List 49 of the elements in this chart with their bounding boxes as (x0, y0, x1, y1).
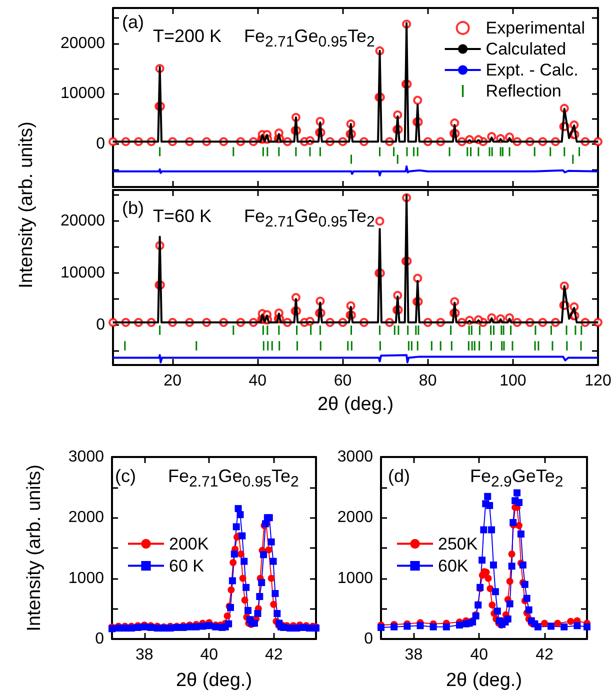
x-tick-label: 38 (135, 646, 154, 664)
y-tick-label: 1000 (337, 570, 374, 587)
annotation: T=200 K (153, 26, 222, 47)
legend-label: 200K (169, 534, 210, 554)
y-axis-title: Intensity (arb. units) (16, 122, 38, 288)
annotation: (a) (122, 12, 144, 33)
y-axis-title: Intensity (arb. units) (24, 464, 45, 632)
x-tick-label: 40 (470, 646, 488, 664)
x-tick-label: 80 (418, 372, 437, 390)
y-tick-label: 0 (364, 630, 374, 648)
y-tick-label: 0 (96, 316, 106, 334)
legend-label: 60K (438, 556, 469, 576)
y-tick-label: 10000 (60, 85, 106, 102)
legend-label: 250K (438, 534, 478, 554)
y-tick-label: 2000 (337, 509, 374, 526)
x-tick-label: 42 (536, 646, 554, 664)
y-tick-label: 0 (96, 136, 106, 153)
annotation: (d) (388, 466, 410, 487)
x-axis-title: 2θ (deg.) (446, 670, 522, 691)
x-tick-label: 120 (584, 372, 612, 390)
annotation: Fe$_{2.9}$GeTe$_{2}$ (470, 466, 564, 492)
y-tick-label: 1000 (68, 570, 104, 587)
y-tick-label: 2000 (68, 509, 104, 526)
annotation: (c) (115, 466, 136, 487)
x-tick-label: 40 (200, 646, 218, 664)
legend-label: Expt. - Calc. (486, 60, 578, 80)
y-tick-label: 3000 (68, 448, 104, 466)
x-axis-title: 2θ (deg.) (317, 394, 394, 415)
x-tick-label: 40 (248, 372, 267, 390)
x-tick-label: 38 (404, 646, 423, 664)
x-axis-title: 2θ (deg.) (176, 670, 252, 691)
annotation: Fe$_{2.71}$Ge$_{0.95}$Te$_{2}$ (244, 206, 375, 232)
x-tick-label: 60 (334, 372, 352, 390)
y-tick-label: 20000 (60, 34, 106, 52)
legend-label: Reflection (486, 82, 562, 100)
y-tick-label: 3000 (337, 448, 374, 466)
annotation: T=60 K (153, 206, 212, 227)
annotation: Fe$_{2.71}$Ge$_{0.95}$Te$_{2}$ (168, 466, 299, 492)
y-tick-label: 10000 (60, 264, 106, 282)
y-tick-label: 20000 (60, 212, 106, 230)
annotation: Fe$_{2.71}$Ge$_{0.95}$Te$_{2}$ (244, 26, 375, 52)
legend-label: Calculated (486, 40, 566, 58)
legend-label: 60 K (169, 556, 205, 576)
x-tick-label: 42 (265, 646, 283, 664)
legend-label: Experimental (486, 18, 586, 38)
y-tick-label: 0 (95, 630, 104, 648)
x-tick-label: 100 (500, 372, 526, 390)
annotation: (b) (122, 198, 144, 219)
x-tick-label: 20 (164, 372, 182, 390)
